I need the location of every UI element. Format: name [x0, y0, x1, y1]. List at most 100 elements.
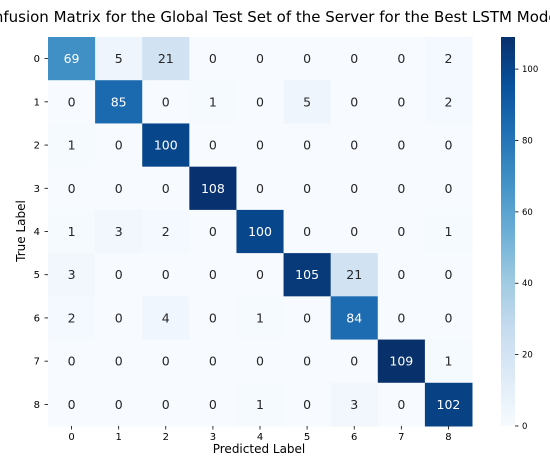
cell-value-1-4: 0 — [256, 94, 264, 109]
cell-value-6-7: 0 — [397, 310, 405, 325]
heatmap-cell-1-1 — [95, 80, 143, 124]
heatmap-cell-4-1 — [95, 209, 143, 254]
cell-value-4-0: 1 — [68, 224, 76, 239]
heatmap-cell-4-7 — [377, 209, 426, 254]
colorbar-tick-label-100: 100 — [522, 65, 538, 75]
heatmap-cell-0-0 — [48, 37, 96, 81]
x-tick-label-5: 5 — [304, 432, 310, 443]
colorbar-tick-label-0: 0 — [522, 422, 527, 432]
cell-value-3-6: 0 — [350, 181, 358, 196]
cell-value-0-7: 0 — [397, 51, 405, 66]
heatmap-cell-1-4 — [236, 80, 285, 124]
cell-value-5-8: 0 — [444, 267, 452, 282]
cell-value-6-2: 4 — [162, 310, 170, 325]
heatmap-cell-4-0 — [48, 209, 96, 254]
heatmap-cell-8-3 — [189, 382, 237, 427]
cell-value-8-5: 0 — [303, 397, 311, 412]
cell-value-3-1: 0 — [115, 181, 123, 196]
heatmap-cell-5-1 — [95, 253, 143, 297]
heatmap-cell-3-3 — [189, 166, 237, 211]
cell-value-5-4: 0 — [256, 267, 264, 282]
heatmap-cell-5-7 — [377, 253, 426, 297]
heatmap-cell-1-8 — [424, 80, 473, 124]
heatmap-cell-8-4 — [236, 382, 285, 427]
heatmap-cell-5-8 — [424, 253, 473, 297]
heatmap-cell-6-7 — [377, 296, 426, 341]
cell-value-4-4: 100 — [248, 224, 272, 239]
heatmap-cell-3-2 — [142, 166, 190, 211]
x-tick-label-6: 6 — [351, 432, 357, 443]
x-tick-label-0: 0 — [68, 432, 74, 443]
heatmap-cell-3-1 — [95, 166, 143, 211]
cell-value-5-2: 0 — [162, 267, 170, 282]
heatmap-cell-1-0 — [48, 80, 96, 124]
heatmap-cell-2-3 — [189, 123, 237, 168]
heatmap-cell-4-2 — [142, 209, 190, 254]
heatmap-cell-6-8 — [424, 296, 473, 341]
heatmap-cell-0-7 — [377, 37, 426, 81]
heatmap-cell-1-6 — [330, 80, 379, 124]
cell-value-6-0: 2 — [68, 310, 76, 325]
cell-value-1-1: 85 — [111, 94, 127, 109]
y-tick-label-5: 5 — [34, 270, 40, 281]
y-axis-label: True Label — [14, 200, 28, 263]
x-tick-label-1: 1 — [115, 432, 121, 443]
cell-value-8-4: 1 — [256, 397, 264, 412]
colorbar-tick-label-80: 80 — [522, 136, 533, 146]
cell-value-4-7: 0 — [397, 224, 405, 239]
cell-value-2-2: 100 — [154, 138, 178, 153]
cell-value-2-1: 0 — [115, 138, 123, 153]
heatmap-cell-0-4 — [236, 37, 285, 81]
heatmap-cell-8-1 — [95, 382, 143, 427]
heatmap-cell-labels: 69 5 21 0 0 0 0 0 20 85 0 1 0 5 0 0 21 0 100 0 0 0 0 0 00 0 0 108 0 0… — [64, 51, 461, 412]
heatmap-cell-5-3 — [189, 253, 237, 297]
cell-value-1-3: 1 — [209, 94, 217, 109]
heatmap-cell-8-0 — [48, 382, 96, 427]
x-tick-label-2: 2 — [163, 432, 169, 443]
colorbar-tick-label-60: 60 — [522, 208, 533, 218]
y-tick-label-7: 7 — [34, 357, 40, 368]
cell-value-1-6: 0 — [350, 94, 358, 109]
heatmap-cell-0-2 — [142, 37, 190, 81]
cell-value-5-1: 0 — [115, 267, 123, 282]
heatmap-cell-6-0 — [48, 296, 96, 341]
cell-value-3-3: 108 — [201, 181, 225, 196]
heatmap-cell-6-4 — [236, 296, 285, 341]
heatmap-cell-2-6 — [330, 123, 379, 168]
heatmap-cell-7-0 — [48, 339, 96, 384]
heatmap-cell-5-6 — [330, 253, 379, 297]
cell-value-1-2: 0 — [162, 94, 170, 109]
cell-value-1-0: 0 — [68, 94, 76, 109]
chart-title: Confusion Matrix for the Global Test Set… — [0, 8, 550, 26]
heatmap-cell-0-1 — [95, 37, 143, 81]
heatmap-cell-8-5 — [283, 382, 332, 427]
cell-value-5-7: 0 — [397, 267, 405, 282]
cell-value-3-7: 0 — [397, 181, 405, 196]
heatmap-cell-5-0 — [48, 253, 96, 297]
heatmap-cell-3-6 — [330, 166, 379, 211]
cell-value-2-8: 0 — [444, 138, 452, 153]
heatmap-cell-5-5 — [283, 253, 332, 297]
heatmap-cell-8-7 — [377, 382, 426, 427]
heatmap-cell-7-2 — [142, 339, 190, 384]
heatmap-cell-0-8 — [424, 37, 473, 81]
heatmap-cell-7-7 — [377, 339, 426, 384]
heatmap-cell-0-6 — [330, 37, 379, 81]
heatmap-cell-0-3 — [189, 37, 237, 81]
heatmap-cell-3-8 — [424, 166, 473, 211]
cell-value-5-3: 0 — [209, 267, 217, 282]
cell-value-5-5: 105 — [295, 267, 319, 282]
cell-value-6-8: 0 — [444, 310, 452, 325]
heatmap-cell-2-0 — [48, 123, 96, 168]
heatmap-cell-3-4 — [236, 166, 285, 211]
heatmap-cell-6-3 — [189, 296, 237, 341]
y-tick-label-3: 3 — [34, 184, 40, 195]
heatmap-cell-7-3 — [189, 339, 237, 384]
heatmap-cell-3-0 — [48, 166, 96, 211]
cell-value-7-7: 109 — [389, 354, 413, 369]
x-axis-ticks: 0 1 2 3 4 5 6 7 8 — [68, 426, 452, 443]
colorbar-tick-label-20: 20 — [522, 351, 533, 361]
x-axis-label: Predicted Label — [213, 442, 306, 456]
cell-value-7-3: 0 — [209, 354, 217, 369]
heatmap-cell-1-3 — [189, 80, 237, 124]
